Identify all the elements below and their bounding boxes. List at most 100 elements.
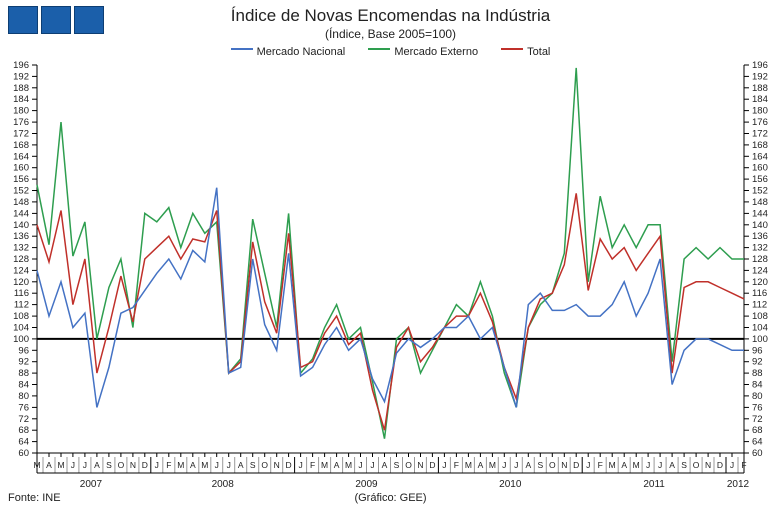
svg-text:92: 92	[18, 357, 29, 368]
svg-text:84: 84	[18, 380, 29, 391]
svg-text:156: 156	[13, 174, 29, 185]
svg-text:M: M	[201, 460, 208, 470]
svg-text:M: M	[489, 460, 496, 470]
svg-text:A: A	[669, 460, 675, 470]
svg-text:148: 148	[13, 197, 29, 208]
svg-text:2012: 2012	[727, 479, 750, 490]
svg-text:88: 88	[752, 368, 763, 379]
svg-text:148: 148	[752, 197, 768, 208]
svg-text:160: 160	[752, 163, 768, 174]
svg-text:J: J	[658, 460, 662, 470]
svg-text:192: 192	[752, 71, 768, 82]
svg-text:104: 104	[752, 323, 768, 334]
svg-text:188: 188	[13, 83, 29, 94]
svg-text:152: 152	[752, 186, 768, 197]
svg-text:A: A	[46, 460, 52, 470]
svg-text:2011: 2011	[643, 479, 665, 490]
svg-text:112: 112	[14, 300, 29, 311]
svg-text:A: A	[478, 460, 484, 470]
svg-text:M: M	[177, 460, 184, 470]
svg-text:80: 80	[18, 391, 29, 402]
svg-text:J: J	[586, 460, 590, 470]
svg-text:M: M	[345, 460, 352, 470]
svg-text:156: 156	[752, 174, 768, 185]
svg-text:72: 72	[752, 414, 763, 425]
svg-text:J: J	[502, 460, 506, 470]
svg-text:N: N	[417, 460, 423, 470]
svg-text:84: 84	[752, 380, 763, 391]
svg-text:76: 76	[18, 402, 29, 413]
svg-text:108: 108	[752, 311, 768, 322]
svg-text:140: 140	[752, 220, 768, 231]
svg-text:104: 104	[13, 323, 29, 334]
svg-text:188: 188	[752, 83, 768, 94]
svg-text:132: 132	[752, 243, 768, 254]
svg-text:136: 136	[13, 231, 29, 242]
svg-text:60: 60	[752, 448, 763, 459]
svg-text:F: F	[598, 460, 603, 470]
svg-text:2007: 2007	[80, 479, 103, 490]
svg-text:124: 124	[13, 265, 29, 276]
svg-text:192: 192	[13, 71, 29, 82]
svg-text:96: 96	[18, 345, 29, 356]
svg-text:176: 176	[752, 117, 768, 128]
svg-text:F: F	[166, 460, 171, 470]
svg-text:2008: 2008	[212, 479, 235, 490]
svg-text:O: O	[549, 460, 556, 470]
svg-text:76: 76	[752, 402, 763, 413]
svg-text:168: 168	[752, 140, 768, 151]
svg-text:J: J	[370, 460, 374, 470]
svg-text:M: M	[633, 460, 640, 470]
svg-text:M: M	[609, 460, 616, 470]
svg-text:J: J	[83, 460, 87, 470]
svg-text:D: D	[717, 460, 723, 470]
svg-text:80: 80	[752, 391, 763, 402]
svg-text:2010: 2010	[499, 479, 522, 490]
svg-text:J: J	[730, 460, 734, 470]
svg-text:172: 172	[752, 129, 768, 140]
svg-text:132: 132	[13, 243, 29, 254]
svg-text:J: J	[227, 460, 231, 470]
svg-text:72: 72	[18, 414, 29, 425]
svg-text:J: J	[71, 460, 75, 470]
svg-text:164: 164	[752, 151, 768, 162]
svg-text:164: 164	[13, 151, 29, 162]
svg-text:J: J	[215, 460, 219, 470]
svg-text:108: 108	[13, 311, 29, 322]
svg-text:64: 64	[752, 437, 763, 448]
svg-text:N: N	[705, 460, 711, 470]
svg-text:128: 128	[752, 254, 768, 265]
svg-text:J: J	[646, 460, 650, 470]
svg-text:68: 68	[18, 425, 29, 436]
svg-text:D: D	[573, 460, 579, 470]
svg-text:96: 96	[752, 345, 763, 356]
svg-text:100: 100	[752, 334, 768, 345]
svg-text:116: 116	[752, 288, 767, 299]
svg-text:O: O	[693, 460, 700, 470]
svg-text:S: S	[537, 460, 543, 470]
svg-text:184: 184	[752, 94, 768, 105]
svg-text:D: D	[286, 460, 292, 470]
svg-text:A: A	[238, 460, 244, 470]
svg-text:J: J	[298, 460, 302, 470]
svg-text:88: 88	[18, 368, 29, 379]
svg-text:60: 60	[18, 448, 29, 459]
svg-text:F: F	[741, 460, 746, 470]
svg-text:A: A	[621, 460, 627, 470]
svg-text:O: O	[405, 460, 412, 470]
svg-text:180: 180	[13, 106, 29, 117]
svg-text:184: 184	[13, 94, 29, 105]
svg-text:64: 64	[18, 437, 29, 448]
svg-text:100: 100	[13, 334, 29, 345]
svg-text:J: J	[514, 460, 518, 470]
svg-text:92: 92	[752, 357, 763, 368]
svg-text:196: 196	[752, 60, 768, 71]
svg-text:D: D	[142, 460, 148, 470]
svg-text:M: M	[57, 460, 64, 470]
svg-text:196: 196	[13, 60, 29, 71]
svg-text:172: 172	[13, 129, 29, 140]
svg-text:M: M	[33, 460, 40, 470]
svg-text:O: O	[118, 460, 125, 470]
svg-text:D: D	[429, 460, 435, 470]
svg-text:N: N	[274, 460, 280, 470]
